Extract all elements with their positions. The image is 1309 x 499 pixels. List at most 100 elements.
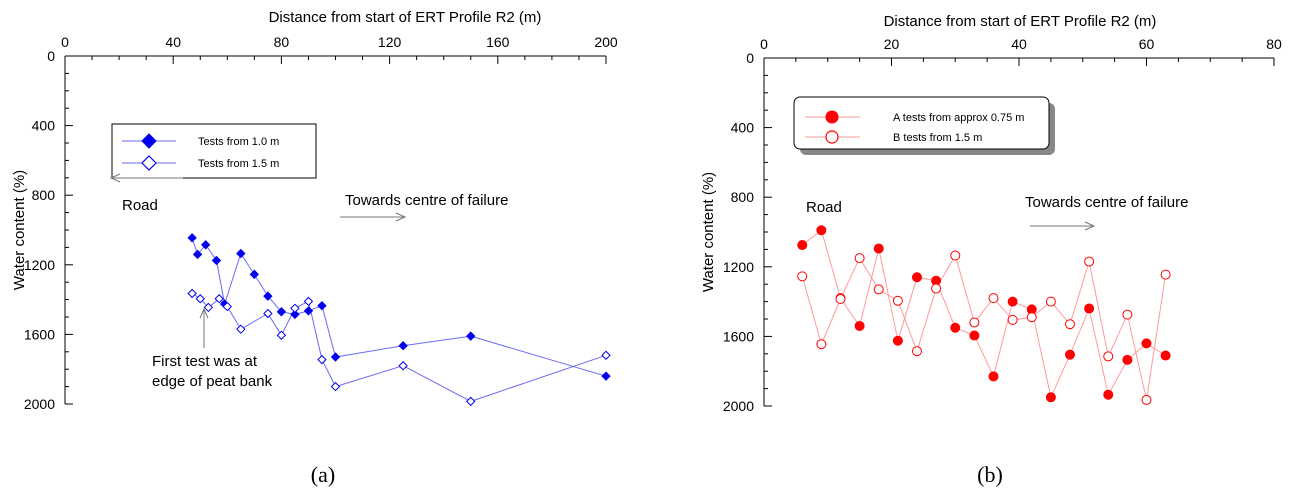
chart-b: Distance from start of ERT Profile R2 (m… [700, 13, 1282, 487]
chart-b-series-2-point [1141, 394, 1152, 405]
chart-a-y-tick-label: 800 [32, 187, 56, 203]
chart-b-series-2-point [892, 295, 903, 306]
chart-b-x-axis-label: Distance from start of ERT Profile R2 (m… [884, 13, 1157, 30]
chart-b-towards-arrowhead [1084, 221, 1096, 231]
chart-a-series-2-point [203, 302, 214, 313]
chart-b-y-tick-label: 1600 [723, 328, 754, 344]
chart-a-series [187, 233, 611, 407]
chart-a-series-2-point [214, 294, 224, 304]
chart-a-series-1-point [187, 233, 197, 243]
chart-b-series-2-point [854, 253, 865, 264]
chart-a-first-test-arrowhead [199, 307, 209, 319]
chart-a-y-tick-label: 1200 [24, 257, 55, 273]
chart-b-series-1-point [816, 225, 827, 236]
chart-a-legend-label-1: Tests from 1.0 m [198, 136, 279, 148]
chart-a-series-2-point [466, 396, 476, 407]
chart-b-series-2-point [912, 346, 922, 357]
chart-b-series-2-point [1084, 256, 1095, 267]
chart-b-series-2-point [931, 283, 942, 294]
chart-a-x-axis-label: Distance from start of ERT Profile R2 (m… [269, 9, 542, 26]
chart-a-y-tick-label: 2000 [24, 396, 55, 412]
chart-b-series-1-point [1084, 303, 1095, 314]
chart-a-first-test-label-2: edge of peat bank [152, 373, 273, 390]
chart-b-series-2-point [797, 271, 808, 282]
chart-b-series-2-point [1065, 319, 1075, 330]
chart-a-y-tick-label: 400 [32, 118, 56, 134]
chart-b-series-1-point [988, 371, 999, 382]
chart-b-x-tick-label: 0 [760, 36, 768, 52]
chart-b-annotations: Road Towards centre of failure [806, 194, 1188, 231]
chart-b-series-2-point [969, 317, 980, 328]
chart-b-y-tick-label: 0 [746, 50, 754, 66]
chart-b-legend-label-2: B tests from 1.5 m [893, 132, 982, 144]
chart-b-series-1-point [1007, 296, 1018, 307]
chart-b-series-2-line [801, 254, 1167, 401]
chart-a-series-2-point [601, 350, 611, 360]
chart-b-series-1-point [1141, 338, 1152, 349]
chart-a-x-tick-label: 0 [61, 34, 69, 50]
chart-b-legend-marker-2 [825, 130, 839, 144]
chart-a-legend: Tests from 1.0 m Tests from 1.5 m [111, 123, 317, 179]
chart-b-series-2-point [1007, 314, 1018, 325]
chart-a-caption: (a) [311, 462, 335, 487]
chart-a-series-2-point [276, 330, 287, 340]
chart-a-towards-label: Towards centre of failure [345, 192, 508, 209]
chart-b-legend-marker-1 [825, 110, 839, 124]
chart-b-x-tick-label: 60 [1139, 36, 1155, 52]
chart-a-y-tick-label: 0 [47, 48, 55, 64]
chart-b-series-1-point [797, 240, 808, 251]
chart-b-road-label: Road [806, 199, 842, 216]
chart-b-y-tick-label: 400 [731, 120, 755, 136]
chart-b-caption: (b) [977, 462, 1003, 487]
chart-b-series-2-point [873, 284, 884, 295]
chart-b-series-2-point [1122, 309, 1133, 320]
chart-b-series-1-point [1160, 350, 1171, 361]
chart-b-y-axis-label: Water content (%) [700, 172, 717, 292]
chart-b-series-2-point [1103, 351, 1114, 362]
chart-b-series-2-point [1045, 296, 1056, 307]
chart-a-y-axis-label: Water content (%) [11, 170, 28, 290]
chart-a-series-1-point [192, 249, 203, 260]
chart-b-legend-box [793, 96, 1050, 150]
chart-a-series-1-point [317, 300, 327, 311]
chart-b-series-1-point [873, 243, 884, 254]
chart-a-x-tick-label: 120 [378, 34, 402, 50]
chart-b-x-tick-label: 40 [1011, 36, 1027, 52]
chart-a-series-1-point [398, 341, 408, 351]
chart-a-series-2-point [303, 296, 314, 307]
chart-b-series-1-point [1045, 392, 1056, 403]
chart-a-series-1-line [191, 237, 607, 377]
chart-a-legend-label-2: Tests from 1.5 m [198, 158, 279, 170]
chart-b-series-2-point [1026, 312, 1037, 323]
chart-a-series-1-point [303, 306, 314, 316]
chart-a-x-tick-label: 160 [486, 34, 510, 50]
chart-a-series-1-point [236, 248, 246, 259]
chart-b-legend-label-1: A tests from approx 0.75 m [893, 112, 1024, 124]
chart-a-series-1-point [263, 291, 273, 301]
chart-a-series-2-point [236, 324, 246, 334]
chart-b-series [797, 225, 1171, 405]
chart-a-series-2-point [222, 301, 233, 312]
chart-a-towards-arrowhead [395, 212, 407, 222]
chart-a-series-2-point [330, 381, 341, 392]
chart-a-x-tick-label: 80 [274, 34, 290, 50]
chart-b-series-1-point [1103, 389, 1114, 400]
chart-a-series-2-point [263, 308, 273, 319]
chart-b-series-1-point [1122, 354, 1133, 365]
chart-a-series-1-point [211, 255, 222, 266]
chart-b-series-2-point [835, 293, 846, 304]
chart-b-series-1-point [912, 272, 922, 283]
chart-b-towards-label: Towards centre of failure [1025, 194, 1188, 211]
chart-a-annotations: Road Towards centre of failure First tes… [109, 173, 508, 390]
chart-a-series-2-point [195, 294, 205, 304]
chart-a-series-1-point [249, 269, 260, 280]
chart-a-series-2-point [187, 288, 197, 299]
chart-a-series-1-point [290, 309, 300, 320]
chart-a-y-tick-label: 1600 [24, 326, 55, 342]
chart-a-x-tick-label: 200 [594, 34, 618, 50]
chart-b-y-tick-label: 1200 [723, 259, 754, 275]
chart-a-first-test-label-1: First test was at [152, 353, 258, 370]
chart-a-road-arrowhead [109, 173, 121, 183]
chart-a-series-1-point [466, 331, 476, 341]
